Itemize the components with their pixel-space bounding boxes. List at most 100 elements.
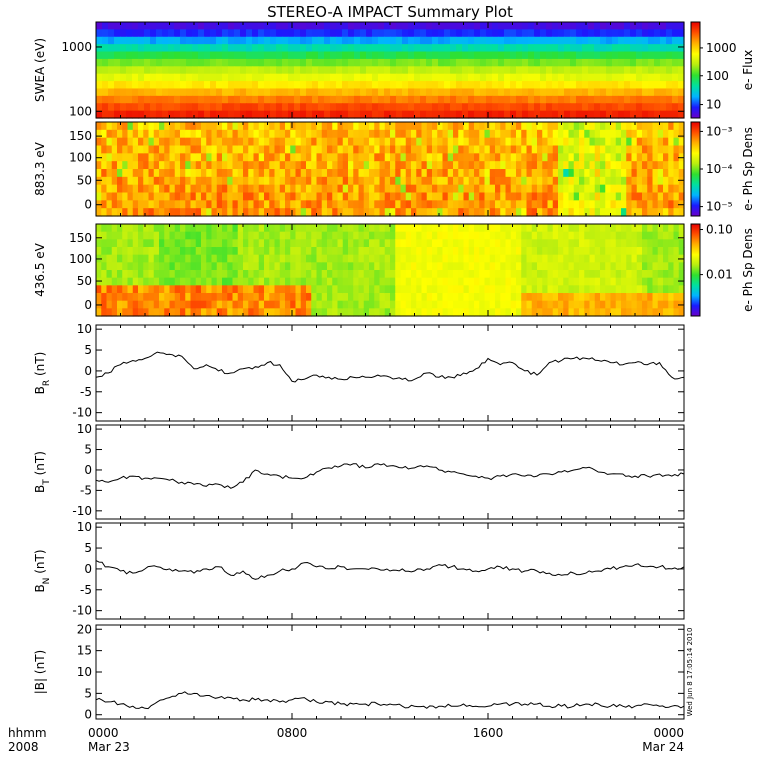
heatmap-cell	[395, 239, 402, 248]
heatmap-cell	[279, 224, 286, 233]
heatmap-cell	[612, 88, 619, 97]
heatmap-cell	[516, 285, 522, 294]
heatmap-cell	[468, 169, 475, 178]
heatmap-cell	[153, 231, 160, 240]
heatmap-cell	[458, 176, 465, 186]
heatmap-cell	[414, 58, 421, 67]
heatmap-cell	[615, 122, 622, 131]
heatmap-cell	[456, 29, 463, 38]
heatmap-cell	[484, 169, 491, 178]
heatmap-cell	[164, 308, 171, 317]
heatmap-cell	[486, 44, 493, 53]
heatmap-cell	[537, 300, 543, 309]
heatmap-cell	[450, 103, 457, 112]
heatmap-cell	[564, 51, 571, 60]
heatmap-cell	[636, 308, 643, 317]
heatmap-cell	[228, 66, 235, 75]
heatmap-cell	[528, 36, 535, 45]
heatmap-cell	[668, 176, 675, 186]
heatmap-cell	[636, 81, 643, 90]
heatmap-cell	[400, 300, 407, 309]
heatmap-cell	[668, 239, 675, 248]
heatmap-cell	[311, 184, 318, 194]
heatmap-cell	[117, 184, 123, 194]
heatmap-cell	[605, 184, 612, 194]
heatmap-cell	[522, 51, 529, 60]
heatmap-cell	[505, 239, 512, 248]
heatmap-cell	[290, 137, 297, 147]
heatmap-cell	[504, 103, 511, 112]
heatmap-cell	[631, 161, 638, 170]
heatmap-cell	[122, 277, 129, 286]
heatmap-cell	[621, 192, 627, 201]
heatmap-cell	[558, 81, 565, 90]
heatmap-cell	[253, 192, 260, 201]
heatmap-cell	[414, 29, 421, 38]
heatmap-cell	[678, 285, 685, 294]
heatmap-cell	[169, 262, 176, 271]
heatmap-cell	[379, 161, 386, 170]
heatmap-cell	[647, 169, 654, 178]
heatmap-cell	[180, 36, 187, 45]
heatmap-cell	[332, 137, 339, 147]
heatmap-cell	[390, 308, 396, 317]
heatmap-cell	[276, 44, 283, 53]
heatmap-cell	[584, 277, 591, 286]
heatmap-cell	[168, 95, 175, 104]
heatmap-cell	[148, 247, 155, 256]
heatmap-cell	[390, 110, 397, 119]
heatmap-cell	[400, 137, 407, 147]
heatmap-cell	[198, 66, 205, 75]
heatmap-cell	[605, 300, 612, 309]
heatmap-cell	[246, 22, 253, 30]
heatmap-cell	[210, 88, 217, 97]
heatmap-cell	[484, 308, 491, 317]
heatmap-cell	[526, 308, 533, 317]
heatmap-cell	[295, 270, 302, 279]
heatmap-cell	[300, 224, 307, 233]
heatmap-cell	[306, 184, 312, 194]
heatmap-cell	[96, 262, 102, 271]
y-axis-label-symbol: B	[33, 386, 47, 394]
heatmap-cell	[526, 129, 533, 139]
heatmap-cell	[495, 153, 501, 162]
heatmap-cell	[101, 153, 108, 162]
heatmap-cell	[222, 36, 229, 45]
heatmap-cell	[621, 262, 627, 271]
heatmap-cell	[379, 184, 386, 194]
heatmap-cell	[300, 145, 307, 154]
heatmap-cell	[111, 122, 118, 131]
heatmap-cell	[264, 169, 270, 178]
heatmap-cell	[378, 95, 385, 104]
heatmap-cell	[180, 161, 186, 170]
heatmap-cell	[312, 81, 319, 90]
heatmap-cell	[534, 73, 541, 82]
heatmap-cell	[148, 184, 155, 194]
heatmap-cell	[626, 176, 633, 186]
heatmap-cell	[358, 176, 365, 186]
heatmap-cell	[432, 192, 438, 201]
heatmap-cell	[542, 145, 549, 154]
heatmap-cell	[474, 44, 481, 53]
heatmap-cell	[148, 161, 155, 170]
heatmap-cell	[438, 36, 445, 45]
heatmap-cell	[416, 122, 423, 131]
y-tick-label: 50	[77, 274, 92, 288]
heatmap-cell	[295, 224, 302, 233]
heatmap-cell	[164, 176, 171, 186]
heatmap-cell	[463, 184, 470, 194]
heatmap-cell	[522, 95, 529, 104]
heatmap-cell	[405, 161, 412, 170]
heatmap-cell	[516, 169, 522, 178]
heatmap-cell	[174, 285, 181, 294]
heatmap-cell	[416, 293, 423, 302]
heatmap-cell	[138, 51, 145, 60]
heatmap-cell	[558, 285, 564, 294]
heatmap-cell	[148, 239, 155, 248]
heatmap-cell	[605, 277, 612, 286]
heatmap-cell	[510, 44, 517, 53]
heatmap-cell	[201, 176, 207, 186]
heatmap-cell	[324, 51, 331, 60]
heatmap-cell	[240, 110, 247, 119]
